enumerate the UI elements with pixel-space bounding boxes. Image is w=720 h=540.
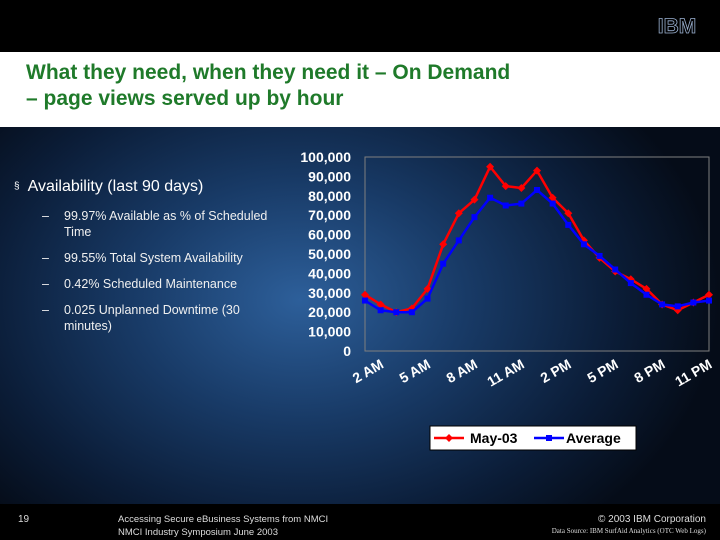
x-tick-label: 8 AM	[443, 356, 480, 386]
data-point-may-03	[423, 284, 432, 293]
x-tick-label: 8 PM	[631, 356, 667, 386]
data-point-average	[393, 309, 400, 316]
copyright: © 2003 IBM Corporation	[598, 514, 706, 525]
data-point-average	[690, 299, 697, 306]
top-bar: IBM	[0, 0, 720, 52]
title-line-1: What they need, when they need it – On D…	[26, 61, 511, 84]
legend-label: May-03	[470, 430, 518, 446]
y-tick-label: 100,000	[300, 149, 351, 165]
data-point-average	[643, 291, 650, 298]
data-point-may-03	[533, 166, 541, 175]
sub-bullet-text: 0.025 Unplanned Downtime (30 minutes)	[64, 303, 240, 333]
y-tick-label: 50,000	[308, 246, 351, 262]
data-point-average	[518, 200, 525, 207]
line-chart: 100,000 90,000 80,000 70,000 60,000 50,000 40,…	[300, 149, 715, 451]
data-point-may-03	[564, 209, 573, 218]
bullet-marker-icon: §	[14, 181, 20, 192]
bullet-list: § Availability (last 90 days) – 99.97% Ava…	[14, 178, 284, 344]
x-tick-label: 11 PM	[672, 356, 714, 390]
data-point-average	[377, 307, 384, 314]
data-point-average	[549, 200, 556, 207]
chart-legend: May-03 Average	[429, 425, 637, 451]
legend-marker	[546, 435, 552, 441]
y-tick-label: 70,000	[308, 207, 351, 223]
data-point-may-03	[642, 284, 651, 293]
data-point-average	[502, 202, 509, 209]
data-point-may-03	[361, 290, 369, 299]
data-point-may-03	[548, 193, 557, 202]
y-tick-label: 40,000	[308, 265, 351, 281]
dash-icon: –	[42, 251, 49, 265]
data-point-average	[487, 194, 494, 201]
legend-label: Average	[566, 430, 621, 446]
y-tick-label: 80,000	[308, 188, 351, 204]
main-bullet-text: Availability (last 90 days)	[27, 178, 204, 195]
data-point-may-03	[486, 162, 495, 171]
data-point-average	[706, 297, 712, 304]
ibm-logo-text: IBM	[658, 15, 697, 38]
main-bullet: § Availability (last 90 days)	[14, 178, 284, 196]
legend-box	[429, 425, 637, 451]
legend-marker	[445, 434, 453, 442]
data-point-average	[440, 260, 447, 267]
data-point-average	[565, 221, 572, 228]
y-tick-label: 90,000	[308, 168, 351, 184]
data-point-average	[362, 297, 368, 304]
data-point-average	[674, 303, 681, 310]
dash-icon: –	[42, 303, 49, 317]
data-point-average	[659, 301, 666, 308]
data-point-may-03	[454, 209, 463, 218]
x-tick-label: 11 AM	[484, 356, 527, 390]
sub-bullet: – 99.97% Available as % of Scheduled Time	[14, 208, 284, 240]
slide-title: What they need, when they need it – On D…	[26, 60, 666, 112]
data-point-average	[471, 214, 478, 221]
data-point-average	[424, 295, 431, 302]
plot-area	[364, 156, 710, 352]
sub-bullet: – 0.42% Scheduled Maintenance	[14, 276, 284, 292]
data-source: Data Source: IBM SurfAid Analytics (OTC …	[551, 527, 706, 535]
y-tick-label: 0	[343, 343, 351, 359]
sub-bullet: – 0.025 Unplanned Downtime (30 minutes)	[14, 302, 284, 334]
data-point-average	[627, 280, 634, 287]
data-point-may-03	[517, 184, 526, 193]
title-background	[0, 52, 720, 127]
data-point-average	[580, 241, 587, 248]
x-tick-label: 5 PM	[584, 356, 620, 386]
data-point-average	[596, 252, 603, 259]
data-point-average	[455, 237, 462, 244]
x-tick-label: 2 PM	[537, 356, 573, 386]
data-point-average	[408, 309, 415, 316]
y-tick-label: 30,000	[308, 285, 351, 301]
series-line-average	[364, 188, 710, 314]
page-number: 19	[18, 514, 30, 525]
footer: 19 Accessing Secure eBusiness Systems fr…	[0, 504, 720, 540]
data-point-average	[534, 186, 540, 193]
data-point-may-03	[470, 195, 479, 204]
data-point-may-03	[501, 182, 510, 191]
title-line-2: – page views served up by hour	[26, 87, 344, 110]
data-point-average	[612, 266, 619, 273]
footer-right: © 2003 IBM Corporation Data Source: IBM …	[552, 513, 706, 537]
sub-bullet-text: 99.55% Total System Availability	[64, 251, 243, 265]
footer-event: NMCI Industry Symposium June 2003	[118, 527, 278, 538]
ibm-logo: IBM	[657, 15, 697, 38]
y-tick-label: 10,000	[308, 324, 351, 340]
data-point-may-03	[705, 290, 713, 299]
x-tick-label: 2 AM	[350, 356, 387, 386]
footer-title: Accessing Secure eBusiness Systems from …	[118, 514, 329, 525]
data-point-may-03	[376, 300, 385, 309]
dash-icon: –	[42, 209, 49, 223]
sub-bullet: – 99.55% Total System Availability	[14, 250, 284, 266]
dash-icon: –	[42, 277, 49, 291]
sub-bullet-text: 0.42% Scheduled Maintenance	[64, 277, 238, 291]
sub-bullet-text: 99.97% Available as % of Scheduled Time	[64, 209, 268, 239]
footer-presentation-info: Accessing Secure eBusiness Systems from …	[118, 513, 328, 539]
data-point-may-03	[439, 240, 448, 249]
y-tick-label: 20,000	[308, 304, 351, 320]
x-tick-label: 5 AM	[397, 356, 434, 386]
y-tick-label: 60,000	[308, 227, 351, 243]
